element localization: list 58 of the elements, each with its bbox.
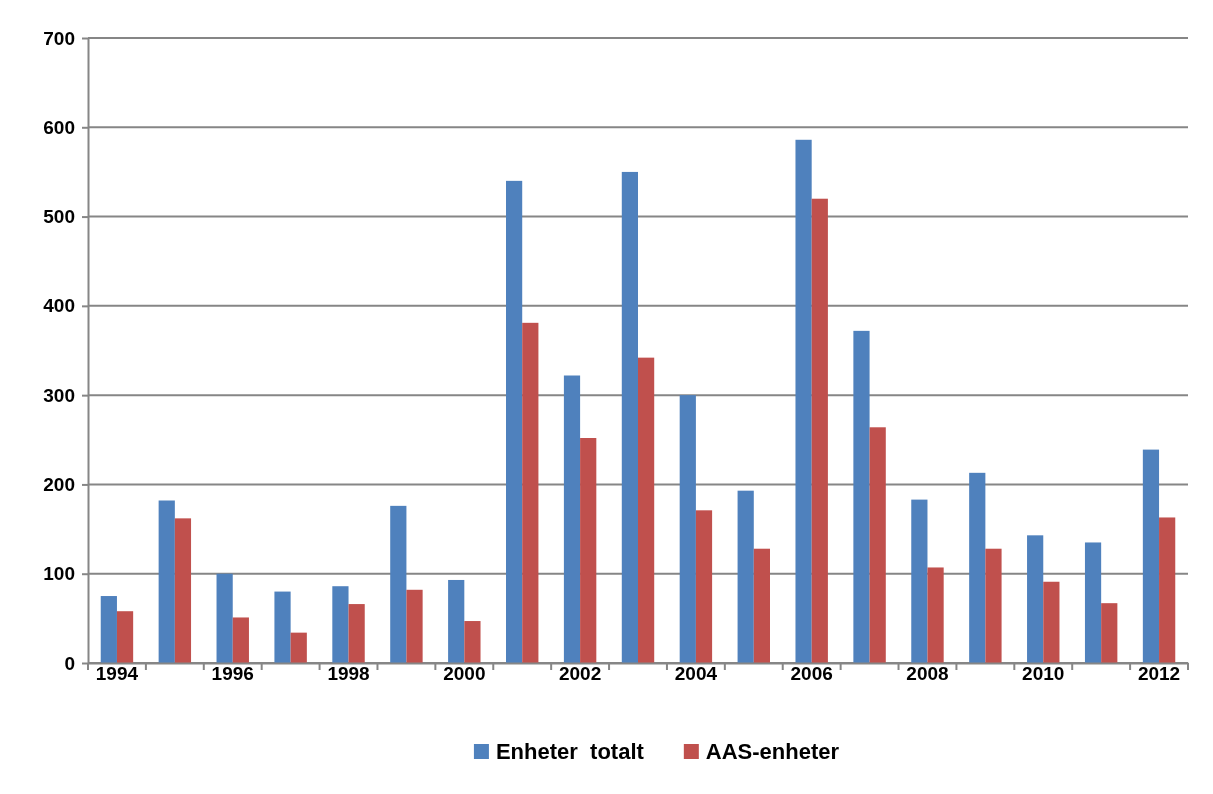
x-tick-label: 2008	[906, 663, 949, 684]
x-tick-label: 2006	[790, 663, 833, 684]
bar	[853, 330, 870, 663]
x-tick-label: 2010	[1022, 663, 1065, 684]
bar	[448, 579, 465, 663]
bar	[695, 510, 713, 663]
bar	[406, 589, 423, 663]
bar	[927, 567, 944, 663]
legend-label: AAS-enheter	[705, 739, 840, 764]
y-tick-label: 400	[43, 295, 75, 317]
bar	[737, 490, 754, 663]
bar	[969, 472, 986, 663]
bar	[216, 573, 233, 663]
bar	[1043, 581, 1060, 663]
bar	[1159, 517, 1176, 663]
bar	[100, 596, 117, 663]
x-tick-label: 2004	[674, 663, 718, 684]
bar	[290, 632, 307, 663]
x-tick-label: 1998	[327, 663, 370, 684]
x-tick-label: 2002	[558, 663, 602, 684]
bar	[811, 198, 828, 663]
bar	[563, 375, 581, 663]
bar	[506, 180, 523, 663]
y-tick-label: 500	[43, 206, 75, 228]
bar	[580, 438, 597, 663]
legend-label: Enheter totalt	[495, 739, 645, 764]
bar	[911, 499, 928, 663]
bar	[679, 395, 696, 663]
bar	[1027, 535, 1044, 663]
bar	[390, 505, 407, 663]
y-tick-label: 200	[43, 474, 75, 496]
y-tick-label: 300	[43, 384, 75, 406]
bar	[174, 518, 192, 663]
y-tick-label: 0	[64, 652, 75, 674]
x-tick-label: 2012	[1137, 663, 1181, 684]
y-tick-label: 700	[43, 27, 75, 49]
bar	[753, 548, 770, 663]
bar	[1142, 449, 1160, 663]
bar	[116, 611, 134, 663]
y-tick-label: 600	[43, 116, 75, 138]
bar	[158, 500, 175, 663]
bar	[869, 427, 886, 663]
x-tick-label: 2000	[443, 663, 486, 684]
bar	[795, 139, 812, 663]
bar	[464, 621, 481, 663]
bar	[348, 604, 365, 663]
bar	[1084, 542, 1102, 663]
x-tick-label: 1994	[95, 663, 139, 684]
y-tick-label: 100	[43, 563, 75, 585]
bar	[638, 357, 655, 663]
bar	[332, 586, 349, 663]
x-tick-label: 1996	[211, 663, 254, 684]
bar	[985, 548, 1002, 663]
bar	[274, 591, 291, 663]
bar	[232, 617, 249, 663]
bar	[621, 171, 638, 663]
bar	[522, 322, 539, 663]
bar	[1101, 603, 1118, 663]
